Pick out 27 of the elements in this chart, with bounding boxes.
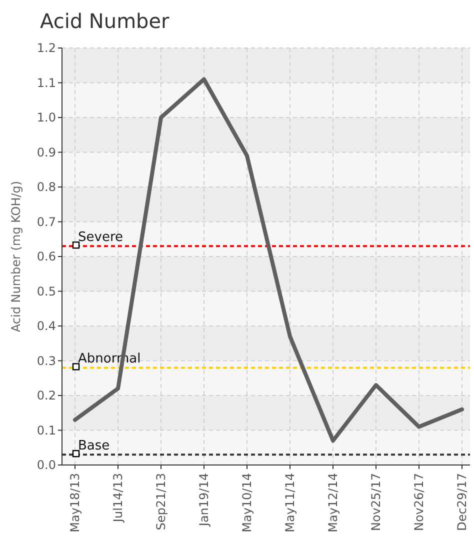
y-tick-label: 1.1: [36, 76, 56, 90]
y-tick-label: 0.8: [36, 180, 56, 194]
y-tick-label: 0.1: [36, 423, 56, 438]
y-tick-label: 0.3: [36, 354, 56, 368]
ref-line-label: Severe: [78, 230, 123, 246]
y-tick-label: 0.7: [36, 214, 56, 229]
x-tick-label: Jul14/13: [111, 473, 126, 524]
x-tick-label: Nov26/17: [412, 473, 426, 532]
y-tick-label: 1.0: [36, 110, 56, 125]
x-tick-label: May10/14: [240, 473, 254, 532]
y-tick-label: 1.2: [36, 41, 56, 56]
x-tick-label: May18/13: [68, 473, 82, 532]
x-tick-label: May11/14: [283, 473, 298, 532]
x-tick-label: May12/14: [326, 473, 340, 532]
y-tick-label: 0.4: [36, 319, 56, 334]
y-tick-label: 0.9: [36, 145, 56, 160]
y-axis-title: Acid Number (mg KOH/g): [9, 180, 23, 332]
x-tick-label: Sep21/13: [154, 473, 168, 530]
y-tick-label: 0.2: [36, 388, 56, 403]
x-tick-label: Jan19/14: [197, 473, 212, 528]
x-tick-label: Nov25/17: [369, 473, 384, 532]
ref-line-label: Base: [78, 438, 110, 454]
y-tick-label: 0.5: [36, 284, 56, 298]
chart-title: Acid Number: [40, 9, 170, 33]
y-tick-label: 0.0: [36, 458, 56, 472]
y-tick-label: 0.6: [36, 250, 56, 264]
x-tick-label: Dec29/17: [455, 473, 470, 531]
